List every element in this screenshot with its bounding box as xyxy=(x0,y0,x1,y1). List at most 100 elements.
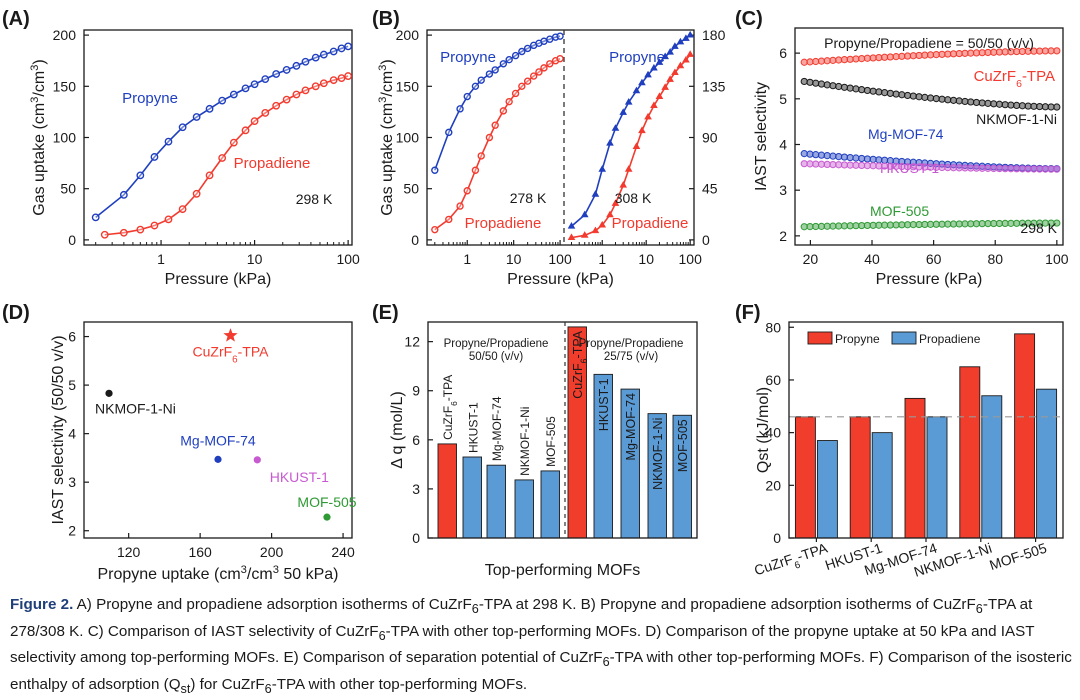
panel-a-point xyxy=(261,109,270,117)
panel-c-point xyxy=(1053,219,1061,227)
panel-e-bar-label: CuZrF6-TPA xyxy=(441,375,459,440)
panel-b-point xyxy=(445,128,453,137)
panel-b-point xyxy=(644,70,652,78)
panel-c-label-mgmof: Mg-MOF-74 xyxy=(868,126,944,142)
panel-d-ylabel: IAST selectivity (50/50 v/v) xyxy=(50,335,67,524)
panel-b-point xyxy=(686,30,695,38)
panel-e-bar-label: Mg-MOF-74 xyxy=(624,393,638,460)
panel-c-point xyxy=(800,77,808,86)
panel-b-point xyxy=(671,68,679,76)
panel-e-bar-label: CuZrF6-TPA xyxy=(571,330,589,399)
panel-f-bar xyxy=(904,397,926,539)
panel-c-point xyxy=(1053,47,1061,55)
panel-b-x-tick-label: 100 xyxy=(548,251,572,267)
panel-b-point xyxy=(624,165,633,172)
panel-f-x-tick-label: CuZrF6-TPA xyxy=(752,539,832,583)
panel-f-y-tick-label: 60 xyxy=(765,372,781,388)
panel-b-point xyxy=(611,199,620,206)
panel-c-point xyxy=(863,86,871,95)
panel-a-point xyxy=(164,137,173,146)
panel-c-x-tick-label: 40 xyxy=(864,251,880,267)
panel-b-point xyxy=(463,187,471,195)
panel-f-bar xyxy=(849,416,871,539)
panel-a-x-tick-label: 1 xyxy=(157,251,165,267)
panel-b-point xyxy=(611,124,620,131)
panel-c-x-tick-label: 60 xyxy=(926,251,942,267)
panel-f-x-tick-label: MOF-505 xyxy=(987,540,1048,574)
panel-a-label-propadiene: Propadiene xyxy=(234,155,311,172)
panel-b-point xyxy=(491,121,499,129)
panel-b-point xyxy=(540,64,548,72)
panel-b-point xyxy=(463,92,471,101)
panel-b-yr-tick-label: 135 xyxy=(702,78,726,94)
panel-e-bar xyxy=(486,464,506,539)
panel-b-point xyxy=(686,50,695,57)
panel-c-point xyxy=(846,153,854,162)
panel-e-y-tick-label: 6 xyxy=(412,432,420,448)
panel-d-xlabel: Propyne uptake (cm3/cm3 50 kPa) xyxy=(97,564,338,583)
panel-f-legend-swatch-propadiene xyxy=(891,331,917,345)
panel-f-legend-swatch-propyne xyxy=(807,331,833,345)
panel-d-label: CuZrF6-TPA xyxy=(193,344,270,366)
panel-e-bar-label: HKUST-1 xyxy=(597,378,611,431)
panel-f-y-tick-label: 40 xyxy=(765,425,781,441)
panel-b-point xyxy=(431,166,439,174)
panel-b-point xyxy=(666,47,674,55)
panel-b-point xyxy=(431,225,439,234)
panel-b-point xyxy=(598,220,607,228)
panel-a-x-tick-label: 100 xyxy=(336,251,360,267)
panel-c-y-tick-label: 2 xyxy=(779,228,787,244)
panel-b-point xyxy=(529,72,538,80)
panel-b-x-tick-label: 10 xyxy=(638,251,654,267)
panel-c-point xyxy=(869,87,877,95)
panel-b-point xyxy=(591,190,600,197)
panel-b-point xyxy=(471,166,480,174)
panel-c-x-tick-label: 100 xyxy=(1045,251,1069,267)
panel-f-frame xyxy=(788,321,1064,539)
panel-b-yl-tick-label: 100 xyxy=(396,130,420,146)
panel-c-point xyxy=(812,79,820,87)
panel-b-point xyxy=(676,37,685,45)
panel-e-bar-label: MOF-505 xyxy=(544,416,558,467)
panel-d-x-tick-label: 120 xyxy=(117,544,141,560)
panel-b-point xyxy=(632,142,641,150)
panel-a-point xyxy=(337,44,346,53)
panel-b-x-tick-label: 10 xyxy=(506,251,522,267)
panel-b-point xyxy=(650,63,658,71)
panel-a-point xyxy=(241,84,250,93)
panel-c-point xyxy=(812,151,820,159)
panel-c-point xyxy=(823,81,831,89)
panel-d-label: HKUST-1 xyxy=(270,469,329,485)
panel-a-point xyxy=(311,82,320,91)
panel-e-y-tick-label: 3 xyxy=(412,481,420,497)
panel-b-point xyxy=(477,76,485,84)
panel-e-y-tick-label: 0 xyxy=(412,530,420,546)
panel-c-annotation: 298 K xyxy=(1020,220,1057,236)
panel-a-point xyxy=(218,96,227,105)
panel-a-series-line xyxy=(104,75,349,236)
panel-e-frame xyxy=(427,321,698,539)
panel-b-yl-tick-label: 0 xyxy=(411,232,419,248)
panel-a-point xyxy=(292,90,301,99)
panel-b-xlabel: Pressure (kPa) xyxy=(507,271,614,288)
panel-b-point xyxy=(546,60,554,68)
panel-c-point xyxy=(978,99,986,107)
panel-f-bar xyxy=(959,366,981,539)
panel-e-bar xyxy=(514,479,534,539)
panel-b-point xyxy=(556,32,564,40)
panel-b-point xyxy=(661,83,669,90)
panel-f-ylabel: Qst (kJ/mol) xyxy=(755,387,772,473)
panel-e-bar xyxy=(462,456,482,539)
panel-b-point xyxy=(477,152,485,160)
panel-b-yr-tick-label: 0 xyxy=(702,232,710,248)
panel-f-bar xyxy=(926,416,948,539)
panel-b-point xyxy=(580,210,589,218)
panel-b-point xyxy=(591,226,600,234)
panel-b-point xyxy=(523,44,532,53)
panel-e-bar xyxy=(540,470,560,539)
panel-b-label-propadiene-left: Propadiene xyxy=(465,215,542,232)
panel-b-point xyxy=(682,34,690,41)
panel-b-point xyxy=(567,222,576,229)
panel-b-point xyxy=(518,82,526,91)
panel-c-point xyxy=(972,98,981,107)
